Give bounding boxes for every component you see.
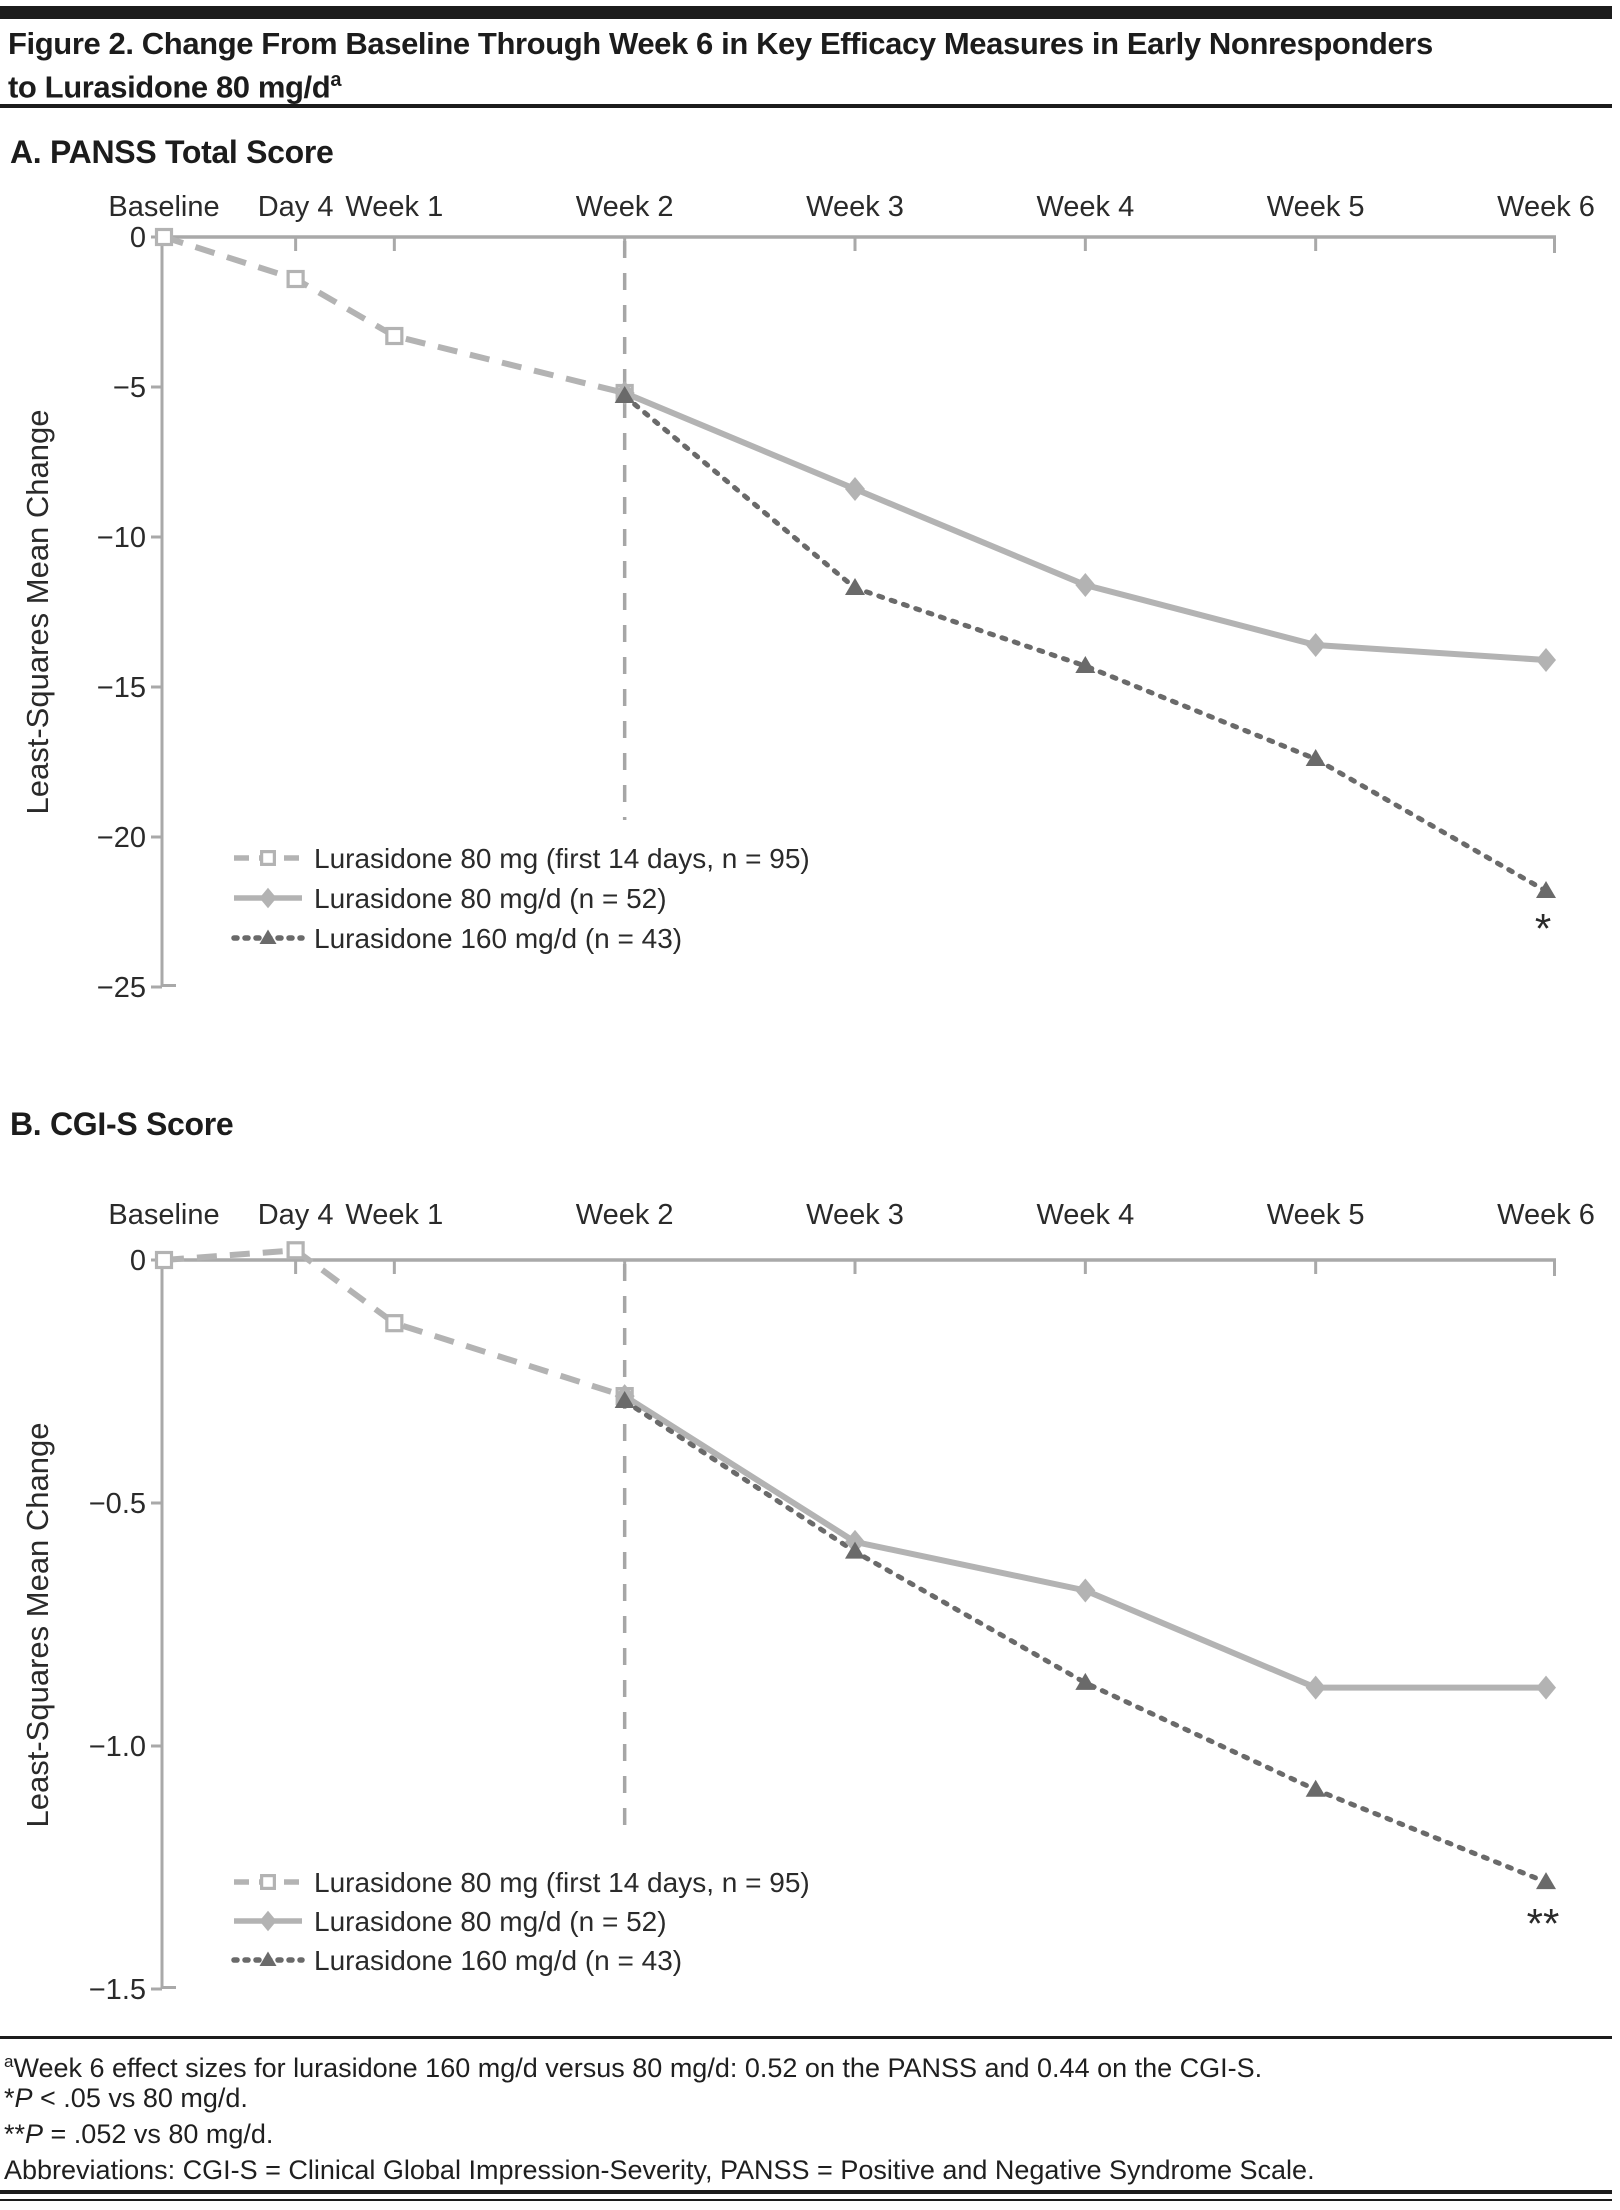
panss-chart: Least-Squares Mean Change 0 −5 −10 −15 −20 −2… (20, 191, 1595, 1004)
footnote-abbreviations: Abbreviations: CGI-S = Clinical Global I… (4, 2155, 1315, 2185)
footnote-pvalue-single-star: *P < .05 vs 80 mg/d. (4, 2083, 248, 2113)
series-line (623, 390, 1547, 663)
footnote-divider-rule (0, 2036, 1612, 2039)
diamond-marker (1075, 1578, 1096, 1603)
panel-b-y-axis-title: Least-Squares Mean Change (20, 1423, 55, 1828)
legend-label: Lurasidone 160 mg/d (n = 43) (314, 923, 682, 954)
series-line (163, 1247, 626, 1399)
triangle-marker (1305, 749, 1326, 766)
double-star: ** (4, 2119, 26, 2149)
triangle-marker (1305, 1779, 1326, 1797)
series-line (163, 234, 626, 396)
cgis-chart: Least-Squares Mean Change 0 −0.5 −1.0 −1.5 B… (20, 1199, 1595, 2006)
y-tick-label: −5 (113, 372, 146, 404)
panel-a-heading: A. PANSS Total Score (10, 134, 334, 170)
title-divider-rule (0, 104, 1612, 108)
figure-title-superscript: a (330, 69, 342, 91)
legend-label: Lurasidone 80 mg/d (n = 52) (314, 883, 667, 914)
panel-b-heading: B. CGI-S Score (10, 1106, 234, 1142)
figure-title: Figure 2. Change From Baseline Through W… (8, 26, 1608, 105)
footnote-pvalue-double-star: **P = .052 vs 80 mg/d. (4, 2119, 274, 2149)
open-square-marker (385, 1314, 404, 1333)
x-tick-label: Week 5 (1267, 191, 1365, 223)
x-tick-label: Week 4 (1036, 1199, 1134, 1231)
open-square-marker (154, 227, 174, 247)
footnote-superscript-a: a (4, 2052, 14, 2071)
x-tick-label: Week 1 (345, 1199, 443, 1231)
open-square-marker (385, 326, 404, 346)
diamond-marker (1075, 573, 1096, 597)
y-tick-label: −1.0 (89, 1731, 146, 1763)
diamond-marker (259, 1910, 277, 1932)
y-tick-label: 0 (130, 1245, 146, 1277)
x-tick-label: Week 4 (1036, 191, 1134, 223)
x-tick-label: Week 2 (576, 1199, 674, 1231)
footnote-effect-sizes: aWeek 6 effect sizes for lurasidone 160 … (4, 2052, 1263, 2083)
legend-label: Lurasidone 80 mg (first 14 days, n = 95) (314, 1867, 810, 1898)
triangle-marker (845, 578, 866, 595)
significance-asterisk: ** (1527, 1900, 1560, 1947)
triangle-marker (259, 929, 277, 944)
y-tick-label: −0.5 (89, 1488, 146, 1520)
series-line (623, 1393, 1547, 1691)
x-tick-label: Week 3 (806, 191, 904, 223)
diamond-marker (845, 477, 866, 501)
open-square-marker (286, 269, 305, 289)
diamond-marker (1536, 648, 1557, 672)
triangle-marker (259, 1951, 277, 1966)
p-italic-2: P (25, 2119, 44, 2149)
y-tick-label: −25 (97, 972, 146, 1004)
figure-title-line2: to Lurasidone 80 mg/d (8, 69, 331, 105)
bottom-thin-rule (0, 2199, 1612, 2201)
open-square-marker (260, 850, 276, 866)
legend-label: Lurasidone 80 mg (first 14 days, n = 95) (314, 843, 810, 874)
open-square-marker (260, 1874, 276, 1890)
triangle-marker (1536, 881, 1557, 898)
panel-a-y-axis-title: Least-Squares Mean Change (20, 410, 55, 815)
x-tick-label: Week 2 (576, 191, 674, 223)
triangle-marker (1075, 1672, 1096, 1690)
x-tick-label: Week 1 (345, 191, 443, 223)
open-square-marker (286, 1241, 305, 1260)
y-tick-label: −10 (97, 522, 146, 554)
bottom-heavy-rule (0, 2190, 1612, 2194)
top-heavy-bar (0, 6, 1612, 19)
x-tick-label: Week 3 (806, 1199, 904, 1231)
triangle-marker (1536, 1872, 1557, 1890)
diamond-marker (259, 887, 277, 909)
y-tick-label: −1.5 (89, 1974, 146, 2006)
open-square-marker (154, 1250, 174, 1270)
x-tick-label: Week 5 (1267, 1199, 1365, 1231)
series-line (622, 1398, 1549, 1885)
x-tick-label: Day 4 (258, 191, 334, 223)
triangle-marker (1075, 656, 1096, 673)
legend-label: Lurasidone 80 mg/d (n = 52) (314, 1906, 667, 1937)
diamond-marker (1305, 1675, 1326, 1700)
x-tick-label: Baseline (108, 1199, 219, 1231)
diamond-marker (1536, 1675, 1557, 1700)
single-star: * (4, 2083, 15, 2113)
x-tick-label: Day 4 (258, 1199, 334, 1231)
diamond-marker (1305, 633, 1326, 657)
figure-title-line1: Figure 2. Change From Baseline Through W… (8, 26, 1433, 61)
series-line (622, 393, 1549, 894)
p-italic-1: P (14, 2083, 33, 2113)
significance-asterisk: * (1535, 905, 1551, 952)
triangle-marker (614, 386, 635, 403)
y-tick-label: −20 (97, 822, 146, 854)
legend-label: Lurasidone 160 mg/d (n = 43) (314, 1945, 682, 1976)
x-tick-label: Week 6 (1497, 191, 1595, 223)
x-tick-label: Baseline (108, 191, 219, 223)
x-tick-label: Week 6 (1497, 1199, 1595, 1231)
y-tick-label: −15 (97, 672, 146, 704)
triangle-marker (614, 1390, 635, 1408)
y-tick-label: 0 (130, 222, 146, 254)
triangle-marker (845, 1541, 866, 1559)
